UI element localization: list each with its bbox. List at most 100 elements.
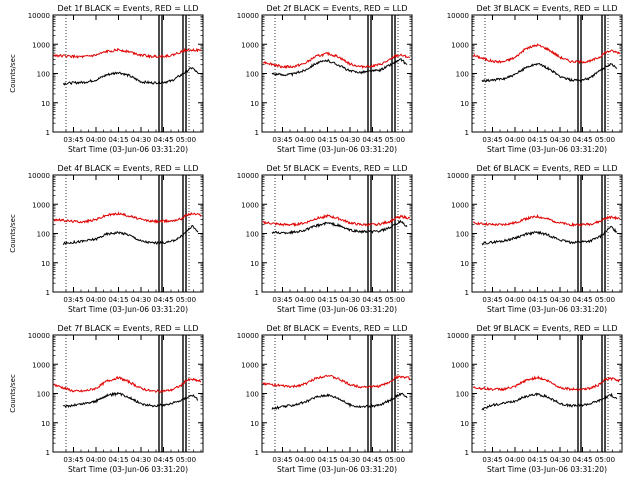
panel-5-x-tick-label: 04:30 [340, 296, 360, 304]
panel-2-lld-series-line [262, 51, 411, 69]
panel-1-x-tick-label: 04:30 [131, 136, 151, 144]
panel-6-y-tick-label: 1000 [451, 201, 469, 209]
panel-1-title: Det 1f BLACK = Events, RED = LLD [57, 4, 198, 13]
panel-3-title: Det 3f BLACK = Events, RED = LLD [476, 4, 617, 13]
panel-4-x-axis-label: Start Time (03-Jun-06 03:31:20) [68, 305, 188, 314]
panel-2-x-tick-label: 04:45 [362, 136, 382, 144]
panel-9-x-axis-label: Start Time (03-Jun-06 03:31:20) [487, 465, 607, 474]
panel-2-x-axis-label: Start Time (03-Jun-06 03:31:20) [277, 145, 397, 154]
panel-2-x-tick-label: 05:00 [385, 136, 405, 144]
panel-6-events-series-line [481, 225, 618, 246]
panel-4-y-tick-label: 10000 [28, 172, 50, 180]
panel-8-x-tick-label: 04:30 [340, 456, 360, 464]
panel-8-y-tick-label: 10 [250, 420, 259, 428]
panel-3-x-tick-label: 03:45 [482, 136, 502, 144]
panel-9-x-tick-label: 04:45 [572, 456, 592, 464]
panel-3-y-tick-label: 1 [465, 129, 469, 137]
panel-9-x-tick-label: 04:15 [527, 456, 547, 464]
panel-7-x-tick-label: 04:45 [153, 456, 173, 464]
panel-3-x-tick-label: 04:00 [505, 136, 525, 144]
panel-5-x-tick-label: 04:00 [295, 296, 315, 304]
panel-1-x-tick-label: 04:45 [153, 136, 173, 144]
panel-7-x-tick-label: 04:15 [108, 456, 128, 464]
panel-9-x-tick-label: 03:45 [482, 456, 502, 464]
panel-9-y-tick-label: 10 [460, 420, 469, 428]
panel-5-lld-series-line [262, 213, 411, 228]
panel-1-y-tick-label: 1000 [32, 41, 50, 49]
panel-1-y-tick-label: 100 [37, 71, 50, 79]
panel-4-y-tick-label: 1000 [32, 201, 50, 209]
panel-1-x-tick-label: 04:00 [86, 136, 106, 144]
panel-5-x-tick-label: 04:45 [362, 296, 382, 304]
panel-1-x-tick-label: 04:15 [108, 136, 128, 144]
panel-6-x-tick-label: 04:15 [527, 296, 547, 304]
panel-7-y-tick-label: 10000 [28, 332, 50, 340]
panel-3-y-tick-label: 10 [460, 100, 469, 108]
panel-5-x-tick-label: 04:15 [317, 296, 337, 304]
panel-4-x-tick-label: 03:45 [63, 296, 83, 304]
panel-8-x-axis-label: Start Time (03-Jun-06 03:31:20) [277, 465, 397, 474]
panel-5-y-tick-label: 10 [250, 260, 259, 268]
panel-1-lld-series-line [53, 47, 202, 59]
panel-3-y-tick-label: 100 [456, 71, 469, 79]
panel-3-x-tick-label: 04:15 [527, 136, 547, 144]
panel-4-x-tick-label: 04:45 [153, 296, 173, 304]
panel-9-x-tick-label: 05:00 [595, 456, 615, 464]
panel-4-y-axis-label: Counts/sec [9, 214, 17, 253]
panel-8-lld-series-line [262, 374, 411, 389]
panel-4-x-tick-label: 04:15 [108, 296, 128, 304]
panel-6-y-tick-label: 10000 [447, 172, 469, 180]
panel-8-plot-frame [261, 334, 413, 453]
panel-4-y-tick-label: 1 [46, 289, 50, 297]
panel-3-plot-frame [471, 14, 623, 133]
panel-3-lld-series-line [472, 43, 621, 65]
panel-4-y-tick-label: 10 [41, 260, 50, 268]
panel-3-events-series-line [481, 62, 617, 83]
panel-7-y-tick-label: 100 [37, 391, 50, 399]
panel-8-y-tick-label: 1 [255, 449, 259, 457]
panel-2-events-series-line [271, 58, 408, 77]
panel-6-x-tick-label: 04:30 [550, 296, 570, 304]
panel-3-x-tick-label: 04:30 [550, 136, 570, 144]
panel-3-x-axis-label: Start Time (03-Jun-06 03:31:20) [487, 145, 607, 154]
panel-6-lld-series-line [472, 213, 621, 228]
panel-7-x-axis-label: Start Time (03-Jun-06 03:31:20) [68, 465, 188, 474]
panel-7-y-axis-label: Counts/sec [9, 374, 17, 413]
panel-9-x-tick-label: 04:30 [550, 456, 570, 464]
panel-7-x-tick-label: 04:30 [131, 456, 151, 464]
panel-7-y-tick-label: 1000 [32, 361, 50, 369]
panel-5-y-tick-label: 1000 [241, 201, 259, 209]
panel-9-y-tick-label: 10000 [447, 332, 469, 340]
panel-5-y-tick-label: 10000 [237, 172, 259, 180]
panel-8-y-tick-label: 100 [246, 391, 259, 399]
panel-1-x-axis-label: Start Time (03-Jun-06 03:31:20) [68, 145, 188, 154]
panel-5-plot-frame [261, 174, 413, 293]
panel-6-x-axis-label: Start Time (03-Jun-06 03:31:20) [487, 305, 607, 314]
panel-8-x-tick-label: 03:45 [272, 456, 292, 464]
panel-5-title: Det 5f BLACK = Events, RED = LLD [266, 164, 407, 173]
panel-1-y-tick-label: 10000 [28, 12, 50, 20]
panel-7-x-tick-label: 04:00 [86, 456, 106, 464]
panel-3-y-tick-label: 10000 [447, 12, 469, 20]
panel-6-y-tick-label: 10 [460, 260, 469, 268]
panel-8-x-tick-label: 05:00 [385, 456, 405, 464]
panel-4-plot-frame [52, 174, 204, 293]
panel-1-y-axis-label: Counts/sec [9, 54, 17, 93]
panel-8-title: Det 8f BLACK = Events, RED = LLD [266, 324, 407, 333]
panel-9-events-series-line [481, 392, 618, 411]
panel-2-y-tick-label: 10000 [237, 12, 259, 20]
panel-5-x-tick-label: 03:45 [272, 296, 292, 304]
panel-6-x-tick-label: 03:45 [482, 296, 502, 304]
panel-6-x-tick-label: 04:45 [572, 296, 592, 304]
panel-5-x-tick-label: 05:00 [385, 296, 405, 304]
panel-6-x-tick-label: 05:00 [595, 296, 615, 304]
panel-2-x-tick-label: 04:00 [295, 136, 315, 144]
panel-6-x-tick-label: 04:00 [505, 296, 525, 304]
panel-1-x-tick-label: 03:45 [63, 136, 83, 144]
panel-2-title: Det 2f BLACK = Events, RED = LLD [266, 4, 407, 13]
panel-7-events-series-line [62, 391, 199, 409]
panel-1-y-tick-label: 1 [46, 129, 50, 137]
panel-3-x-tick-label: 04:45 [572, 136, 592, 144]
panel-2-x-tick-label: 04:15 [317, 136, 337, 144]
